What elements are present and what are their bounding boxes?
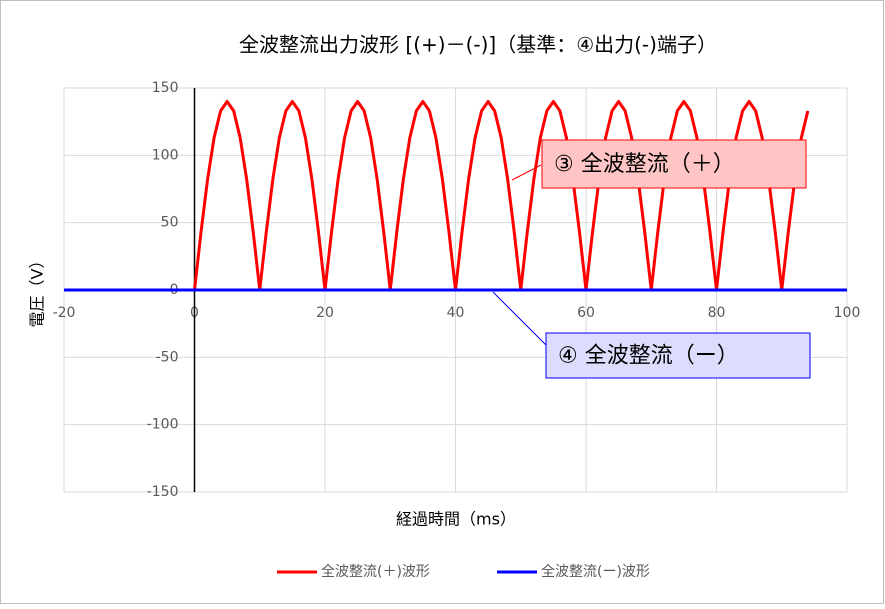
x-axis-label: 経過時間（ms） [396, 510, 516, 529]
x-tick-label: 60 [577, 305, 595, 321]
annotation-box [541, 139, 807, 189]
x-tick-label: 100 [834, 305, 861, 321]
legend-label: 全波整流(ー)波形 [541, 563, 650, 580]
y-tick-label: -150 [147, 484, 179, 500]
legend-label: 全波整流(＋)波形 [321, 563, 430, 580]
y-tick-label: 150 [152, 80, 179, 96]
annotation-text: ④ 全波整流（ー） [558, 344, 739, 369]
chart-title: 全波整流出力波形 [(+)－(-)]（基準：④出力(-)端子） [239, 33, 717, 57]
y-tick-label: 100 [152, 147, 179, 163]
y-tick-label: -50 [156, 349, 179, 365]
x-tick-label: 20 [316, 305, 334, 321]
y-tick-label: 50 [161, 215, 179, 231]
annotation-leader [492, 291, 547, 346]
y-tick-label: -100 [147, 417, 179, 433]
x-tick-label: -20 [53, 305, 76, 321]
annotation-leader [511, 164, 542, 181]
annotation-box [545, 332, 811, 379]
x-tick-label: 40 [447, 305, 465, 321]
y-axis-label: 電圧（V） [28, 253, 47, 328]
annotation-text: ③ 全波整流（＋） [554, 152, 735, 177]
x-tick-label: 80 [708, 305, 726, 321]
